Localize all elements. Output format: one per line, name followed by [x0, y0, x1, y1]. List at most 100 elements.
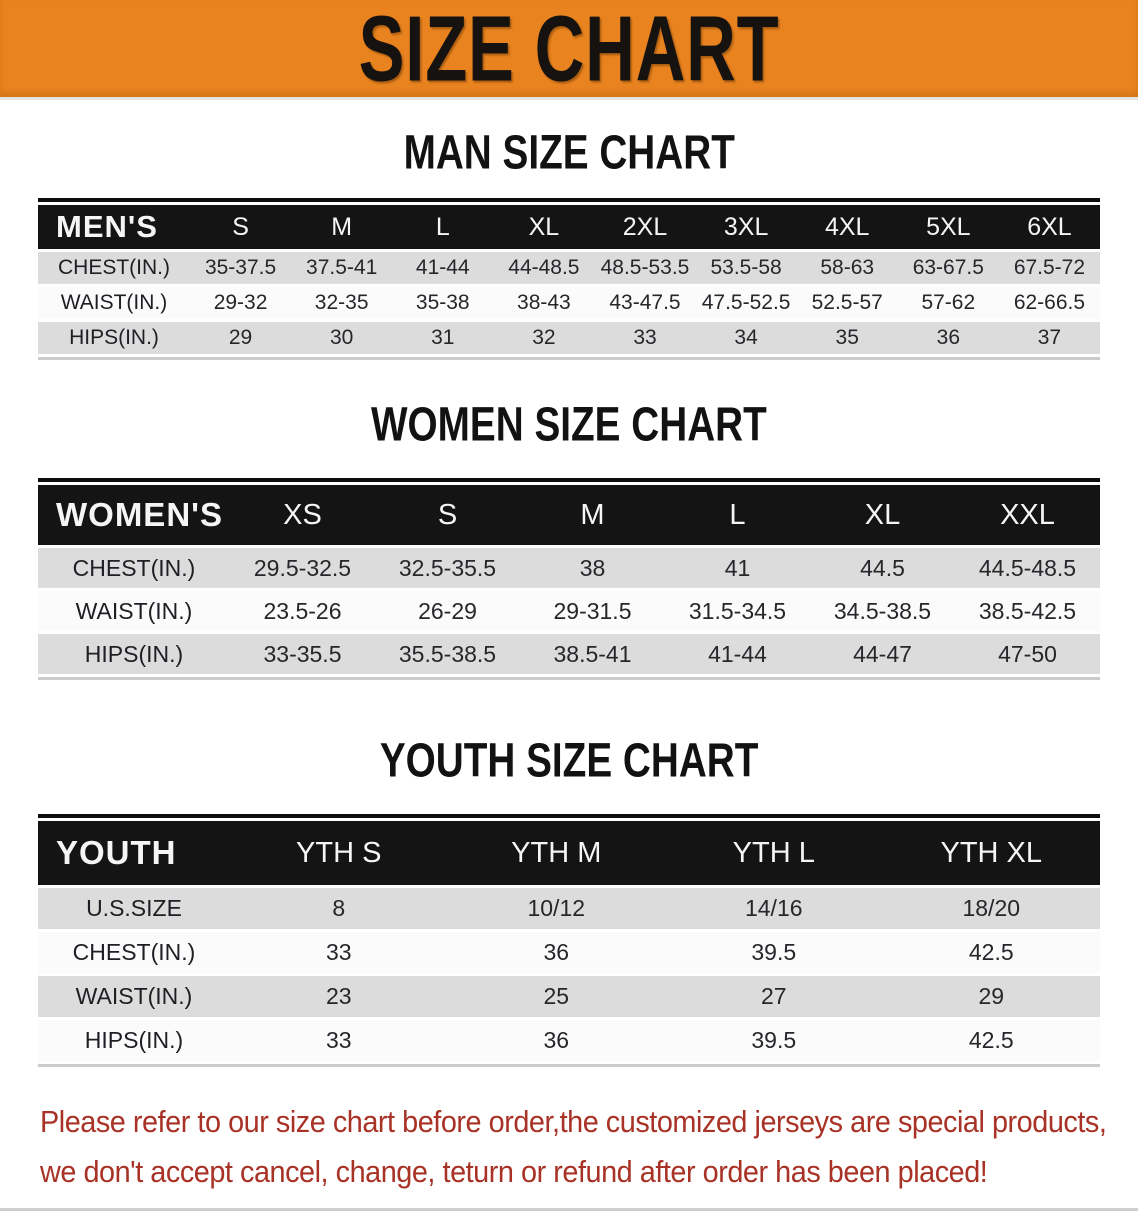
size-value-cell: 32	[493, 322, 595, 354]
size-value-cell: 48.5-53.5	[594, 252, 696, 284]
size-value-cell: 32-35	[291, 287, 393, 319]
size-value-cell: 38-43	[493, 287, 595, 319]
disclaimer-line-2: we don't accept cancel, change, teturn o…	[40, 1153, 988, 1189]
table-row: HIPS(IN.) 29 30 31 32 33 34 35 36 37	[38, 322, 1100, 354]
youth-section-heading: YOUTH SIZE CHART	[0, 733, 1138, 788]
size-value-cell: 18/20	[882, 888, 1100, 929]
youth-section-heading-text: YOUTH SIZE CHART	[379, 733, 759, 788]
size-value-cell: 29-32	[190, 287, 292, 319]
column-header: M	[291, 205, 393, 249]
size-value-cell: 26-29	[375, 591, 520, 631]
size-value-cell: 14/16	[665, 888, 883, 929]
size-value-cell: 29	[882, 976, 1100, 1017]
size-value-cell: 57-62	[897, 287, 999, 319]
row-label: CHEST(IN.)	[38, 548, 230, 588]
size-value-cell: 30	[291, 322, 393, 354]
size-value-cell: 29	[190, 322, 292, 354]
column-header: S	[375, 485, 520, 545]
table-header-row: WOMEN'S XS S M L XL XXL	[38, 485, 1100, 545]
men-size-section: MAN SIZE CHART MEN'S S M L XL 2XL 3XL 4XL 5XL 6XL…	[0, 125, 1138, 360]
column-header: 3XL	[695, 205, 797, 249]
size-value-cell: 31.5-34.5	[665, 591, 810, 631]
size-value-cell: 39.5	[665, 932, 883, 973]
row-label: WAIST(IN.)	[38, 591, 230, 631]
column-header: XL	[810, 485, 955, 545]
banner: SIZE CHART	[0, 0, 1138, 100]
table-row: WAIST(IN.) 23 25 27 29	[38, 976, 1100, 1017]
size-value-cell: 42.5	[882, 1020, 1100, 1061]
women-size-section: WOMEN SIZE CHART WOMEN'S XS S M L XL XXL CHEST(…	[0, 397, 1138, 680]
women-section-heading: WOMEN SIZE CHART	[0, 397, 1138, 452]
size-value-cell: 29.5-32.5	[230, 548, 375, 588]
size-value-cell: 34.5-38.5	[810, 591, 955, 631]
column-header: XS	[230, 485, 375, 545]
column-header: 5XL	[897, 205, 999, 249]
size-value-cell: 35-37.5	[190, 252, 292, 284]
size-value-cell: 42.5	[882, 932, 1100, 973]
disclaimer-line-1: Please refer to our size chart before or…	[40, 1104, 1107, 1139]
size-value-cell: 39.5	[665, 1020, 883, 1061]
column-header: S	[190, 205, 292, 249]
row-label: HIPS(IN.)	[38, 1020, 230, 1061]
size-value-cell: 62-66.5	[998, 287, 1100, 319]
size-value-cell: 37.5-41	[291, 252, 393, 284]
table-row: CHEST(IN.) 35-37.5 37.5-41 41-44 44-48.5 48.5…	[38, 252, 1100, 284]
size-value-cell: 25	[447, 976, 665, 1017]
size-value-cell: 41	[665, 548, 810, 588]
size-value-cell: 32.5-35.5	[375, 548, 520, 588]
size-value-cell: 47.5-52.5	[695, 287, 797, 319]
table-row: U.S.SIZE 8 10/12 14/16 18/20	[38, 888, 1100, 929]
size-value-cell: 53.5-58	[695, 252, 797, 284]
size-value-cell: 63-67.5	[897, 252, 999, 284]
size-value-cell: 38.5-41	[520, 634, 665, 674]
size-value-cell: 23.5-26	[230, 591, 375, 631]
column-header: 4XL	[796, 205, 898, 249]
table-group-label: YOUTH	[38, 821, 230, 885]
women-section-heading-text: WOMEN SIZE CHART	[371, 397, 767, 452]
size-value-cell: 23	[230, 976, 448, 1017]
table-row: WAIST(IN.) 23.5-26 26-29 29-31.5 31.5-34.5 34…	[38, 591, 1100, 631]
page-title: SIZE CHART	[358, 0, 780, 101]
row-label: CHEST(IN.)	[38, 932, 230, 973]
size-value-cell: 36	[447, 1020, 665, 1061]
table-group-label: MEN'S	[38, 205, 190, 249]
size-value-cell: 31	[392, 322, 494, 354]
size-value-cell: 37	[998, 322, 1100, 354]
size-value-cell: 44-47	[810, 634, 955, 674]
column-header: M	[520, 485, 665, 545]
column-header: 6XL	[998, 205, 1100, 249]
column-header: YTH L	[665, 821, 883, 885]
size-value-cell: 33	[230, 1020, 448, 1061]
column-header: XL	[493, 205, 595, 249]
size-value-cell: 36	[447, 932, 665, 973]
size-value-cell: 41-44	[665, 634, 810, 674]
size-value-cell: 29-31.5	[520, 591, 665, 631]
row-label: WAIST(IN.)	[38, 287, 190, 319]
row-label: CHEST(IN.)	[38, 252, 190, 284]
table-group-label: WOMEN'S	[38, 485, 230, 545]
table-row: CHEST(IN.) 29.5-32.5 32.5-35.5 38 41 44.5 44.5…	[38, 548, 1100, 588]
row-label: HIPS(IN.)	[38, 322, 190, 354]
youth-size-table: YOUTH YTH S YTH M YTH L YTH XL U.S.SIZE 8 10/12…	[38, 814, 1100, 1067]
table-header-row: YOUTH YTH S YTH M YTH L YTH XL	[38, 821, 1100, 885]
men-section-heading-text: MAN SIZE CHART	[403, 125, 735, 180]
row-label: U.S.SIZE	[38, 888, 230, 929]
size-value-cell: 33	[230, 932, 448, 973]
size-value-cell: 52.5-57	[796, 287, 898, 319]
size-value-cell: 67.5-72	[998, 252, 1100, 284]
size-value-cell: 35.5-38.5	[375, 634, 520, 674]
column-header: YTH S	[230, 821, 448, 885]
column-header: XXL	[955, 485, 1100, 545]
size-value-cell: 47-50	[955, 634, 1100, 674]
youth-size-section: YOUTH SIZE CHART YOUTH YTH S YTH M YTH L YTH…	[0, 733, 1138, 1067]
row-label: HIPS(IN.)	[38, 634, 230, 674]
table-row: CHEST(IN.) 33 36 39.5 42.5	[38, 932, 1100, 973]
size-value-cell: 44.5	[810, 548, 955, 588]
bottom-divider	[0, 1208, 1138, 1212]
size-value-cell: 10/12	[447, 888, 665, 929]
size-value-cell: 38.5-42.5	[955, 591, 1100, 631]
column-header: L	[392, 205, 494, 249]
column-header: YTH M	[447, 821, 665, 885]
size-value-cell: 33	[594, 322, 696, 354]
